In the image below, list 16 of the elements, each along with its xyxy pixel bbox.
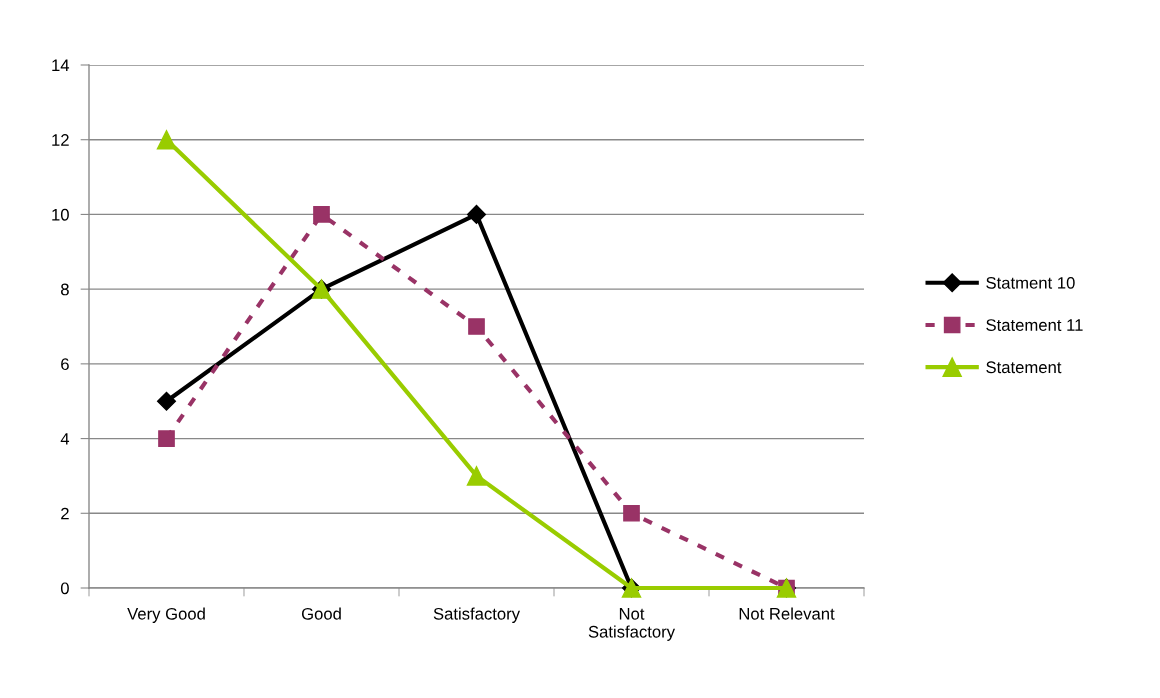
- y-tick-label: 4: [60, 433, 70, 445]
- legend-label: Statment 10: [986, 276, 1075, 289]
- y-tick-label: 14: [52, 59, 70, 72]
- y-tick-label: 2: [61, 507, 69, 520]
- y-tick-label: 8: [61, 283, 69, 296]
- x-tick-label: Satisfactory: [433, 607, 520, 623]
- y-tick-label: 6: [61, 358, 69, 371]
- legend-label: Statement 11: [986, 319, 1083, 331]
- x-tick-label: Not Satisfactory: [588, 608, 675, 641]
- y-tick-label: 0: [60, 582, 69, 595]
- legend-label: Statement: [986, 361, 1062, 374]
- y-tick-label: 12: [52, 134, 69, 146]
- x-tick-label: Not Relevant: [739, 607, 835, 620]
- x-tick-label: Good: [301, 607, 341, 620]
- y-tick-label: 10: [52, 208, 69, 221]
- x-tick-label: Very Good: [127, 607, 205, 623]
